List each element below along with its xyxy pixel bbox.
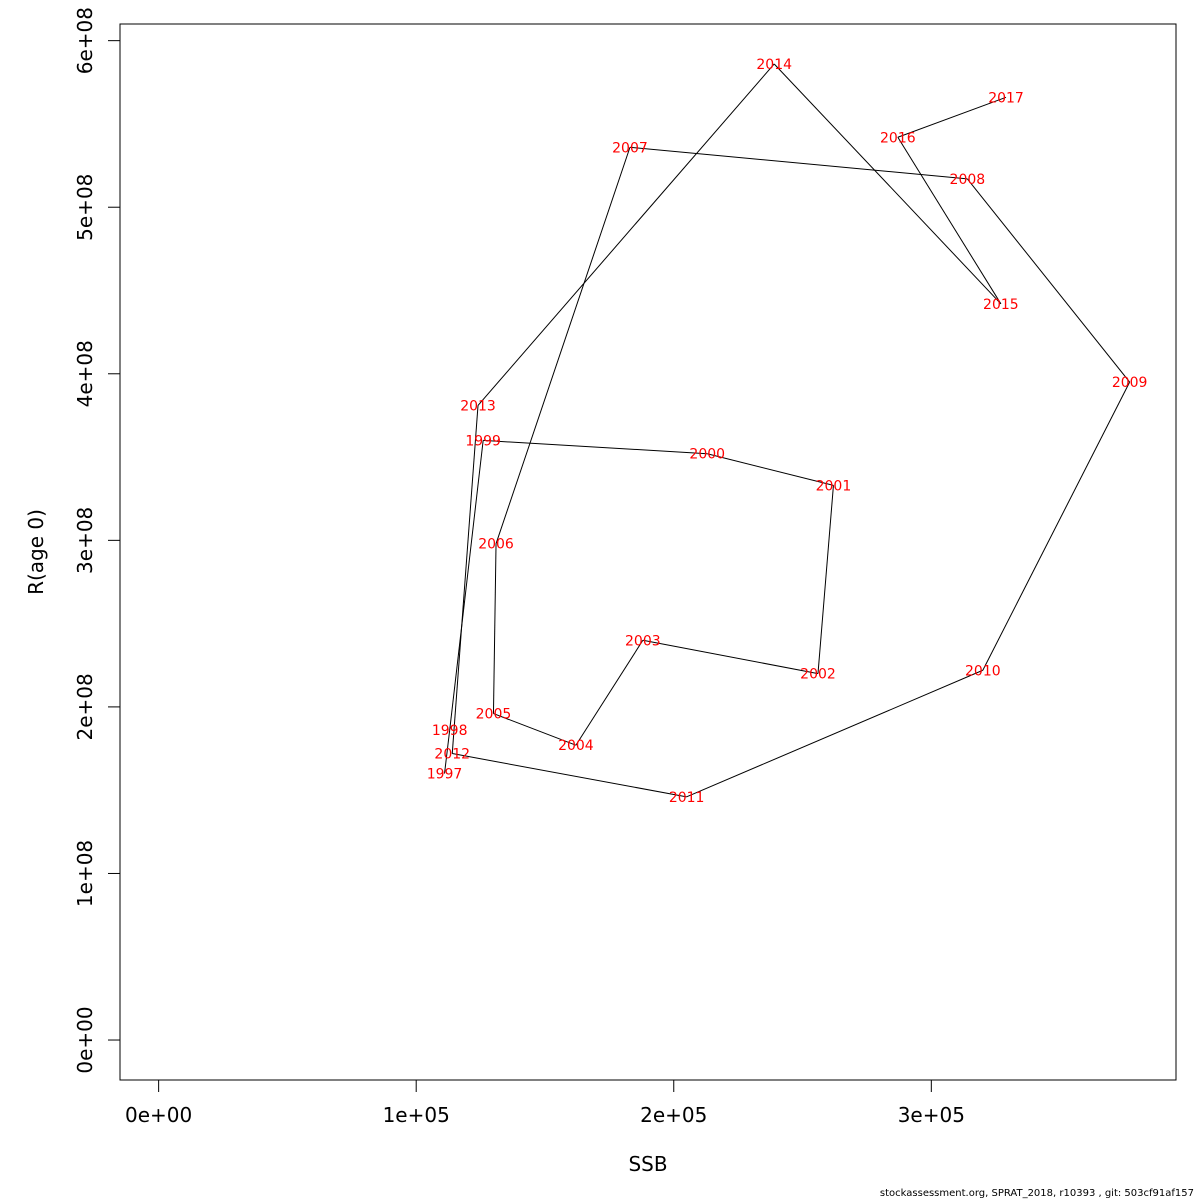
point-label-2017: 2017 xyxy=(988,90,1024,106)
series-segment xyxy=(444,730,451,774)
series-segment xyxy=(449,440,484,731)
point-label-2010: 2010 xyxy=(965,663,1001,679)
series-segment xyxy=(629,146,968,180)
series-segment xyxy=(686,669,984,798)
point-label-2008: 2008 xyxy=(950,172,986,188)
series-segment xyxy=(897,136,1002,305)
point-label-2016: 2016 xyxy=(880,130,916,146)
y-tick-label: 5e+08 xyxy=(73,174,97,241)
y-tick-label: 6e+08 xyxy=(73,7,97,74)
point-label-2003: 2003 xyxy=(625,633,661,649)
y-tick-label: 4e+08 xyxy=(73,340,97,407)
x-axis: 0e+00 1e+05 2e+05 3e+05 xyxy=(125,1079,965,1127)
point-label-2013: 2013 xyxy=(460,398,496,414)
point-label-2000: 2000 xyxy=(689,447,725,463)
series-segment xyxy=(642,639,819,675)
x-tick-label: 2e+05 xyxy=(640,1103,707,1127)
point-label-2005: 2005 xyxy=(476,707,512,723)
series-segment xyxy=(492,543,497,714)
point-label-2012: 2012 xyxy=(434,747,470,763)
y-tick-label: 3e+08 xyxy=(73,507,97,574)
series-segment xyxy=(575,640,644,746)
point-label-1999: 1999 xyxy=(465,433,501,449)
y-axis-label: R(age 0) xyxy=(24,509,48,595)
x-axis-label: SSB xyxy=(628,1152,667,1176)
y-axis: 0e+00 1e+08 2e+08 3e+08 4e+08 5e+08 6e+08 xyxy=(73,7,121,1074)
point-label-2011: 2011 xyxy=(669,790,705,806)
point-label-2015: 2015 xyxy=(983,297,1019,313)
x-tick-label: 0e+00 xyxy=(125,1103,192,1127)
series-line xyxy=(444,63,1131,798)
point-label-1998: 1998 xyxy=(432,723,468,739)
y-tick-label: 0e+00 xyxy=(73,1006,97,1073)
series-segment xyxy=(483,439,708,455)
series-segment xyxy=(477,63,775,406)
y-tick-label: 1e+08 xyxy=(73,840,97,907)
series-segment xyxy=(707,453,834,486)
series-segment xyxy=(773,63,1002,305)
y-tick-label: 2e+08 xyxy=(73,673,97,740)
series-segment xyxy=(966,178,1131,383)
point-label-2006: 2006 xyxy=(478,537,514,553)
series-segment xyxy=(897,96,1007,138)
point-label-2014: 2014 xyxy=(756,57,792,73)
series-segment xyxy=(452,753,687,798)
x-tick-label: 3e+05 xyxy=(898,1103,965,1127)
point-label-2004: 2004 xyxy=(558,738,594,754)
footer-caption: stockassessment.org, SPRAT_2018, r10393 … xyxy=(879,1188,1194,1199)
point-labels: 1997 1998 1999 2000 2001 2002 2003 2004 2005 2006… xyxy=(427,57,1148,806)
series-segment xyxy=(982,381,1131,671)
series-segment xyxy=(817,485,834,674)
point-label-2009: 2009 xyxy=(1112,375,1148,391)
point-label-1997: 1997 xyxy=(427,767,463,783)
plot-frame xyxy=(119,23,1177,1081)
point-label-2002: 2002 xyxy=(800,667,836,683)
series-segment xyxy=(495,147,631,544)
point-label-2007: 2007 xyxy=(612,140,648,156)
x-tick-label: 1e+05 xyxy=(383,1103,450,1127)
series-segment xyxy=(493,713,577,746)
series-segment xyxy=(451,405,479,754)
point-label-2001: 2001 xyxy=(816,478,852,494)
